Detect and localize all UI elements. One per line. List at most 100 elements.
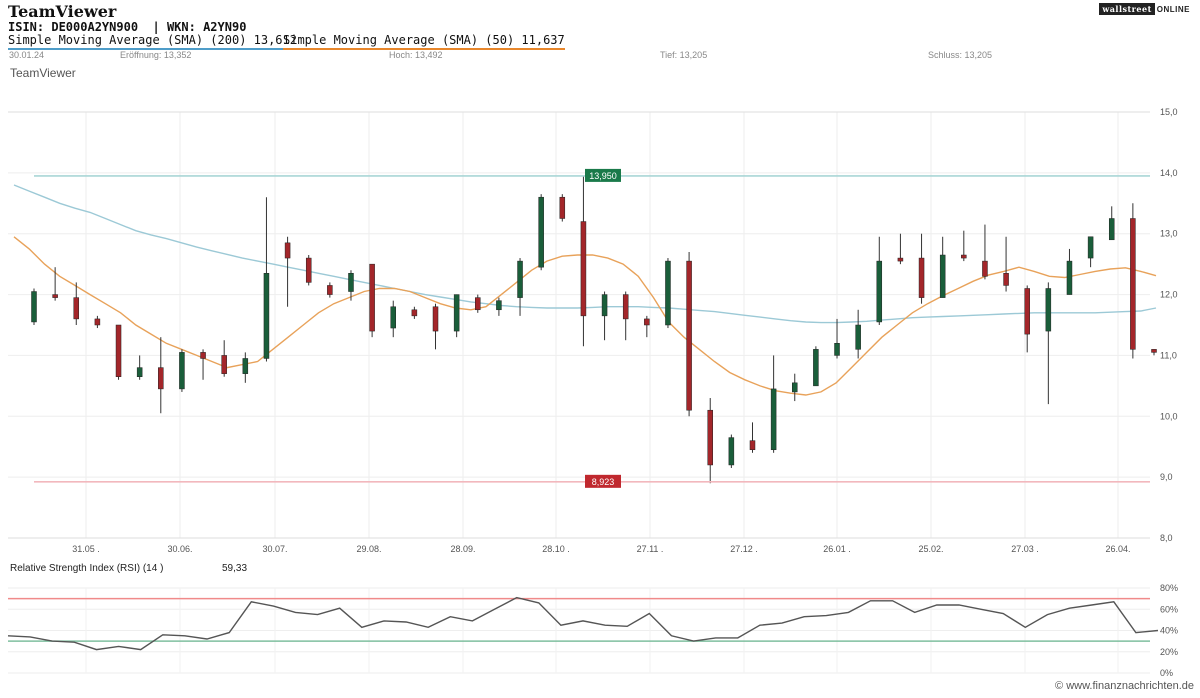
candle-body [559,196,566,219]
y-tick-label: 11,0 [1160,350,1177,360]
x-tick-label: 26.04. [1105,544,1130,554]
candle-body [1087,236,1094,259]
candle-body [31,291,37,323]
low-level-label: 8,923 [592,477,615,487]
candle-body [939,254,946,298]
candle-body [284,242,291,259]
candle-body [136,367,143,377]
y-tick-label: 14,0 [1160,168,1178,178]
candle-body [897,257,904,262]
candle-body [686,260,692,411]
candle-body [749,440,756,451]
candle-body [432,306,439,332]
x-tick-label: 29.08. [356,544,381,554]
ohlc-high: Hoch: 13,492 [389,50,443,60]
candle-body [770,388,777,451]
candle-body [200,352,206,359]
candle-body [601,294,608,317]
candle-body [453,294,460,332]
isin-wkn-line: ISIN: DE000A2YN900 | WKN: A2YN90 [8,20,247,34]
x-tick-label: 30.06. [167,544,192,554]
ohlc-close: Schluss: 13,205 [928,50,993,60]
candle-body [158,367,164,390]
x-tick-label: 30.07. [262,544,287,554]
sma200-legend: Simple Moving Average (SMA) (200) 13,612 [8,33,297,50]
candle-body [580,221,587,317]
x-tick-label: 27.11 . [637,544,664,554]
candle-body [1024,288,1030,335]
candle-body [52,294,58,298]
y-tick-label: 8,0 [1160,533,1173,543]
high-level-label-bg [585,168,621,182]
rsi-y-tick-label: 80% [1160,583,1178,593]
rsi-y-tick-label: 60% [1160,604,1178,614]
page-title: TeamViewer [8,2,117,21]
candle-body [876,260,883,323]
x-tick-label: 28.10 . [542,544,570,554]
candle-body [728,437,735,466]
low-level-label-bg [585,474,621,488]
candle-body [982,260,988,277]
rsi-y-tick-label: 40% [1160,626,1178,636]
candle-body [665,260,671,326]
rsi-label: Relative Strength Index (RSI) (14 ) [10,563,164,574]
candle-body [517,260,523,298]
x-tick-label: 27.12 . [730,544,758,554]
rsi-value: 59,33 [222,563,248,574]
rsi-line [7,596,1159,651]
candle-body [1045,288,1052,332]
candle-body [538,196,544,268]
candle-body [1151,349,1157,353]
y-tick-label: 12,0 [1160,290,1178,300]
candle-body [179,352,185,390]
watermark: © www.finanznachrichten.de [1055,680,1194,692]
y-tick-label: 13,0 [1160,229,1178,239]
candle-body [94,318,101,326]
candle-body [327,285,333,295]
candle-body [411,309,418,317]
y-tick-label: 10,0 [1160,411,1178,421]
x-tick-label: 25.02. [918,544,943,554]
x-tick-label: 26.01 . [823,544,851,554]
x-tick-label: 27.03 . [1011,544,1039,554]
high-level-label: 13,950 [589,171,617,181]
candle-body [369,263,375,332]
level-lines-group: 13,950 8,923 [34,168,1150,488]
candle-body [115,324,122,377]
x-tick-label: 31.05 . [72,544,100,554]
ohlc-date: 30.01.24 [9,50,45,60]
candle-body [305,257,312,283]
axes-group: 8,0 9,0 10,0 11,0 12,0 13,0 14,0 15,0 31.05 . 30.… [72,107,1177,554]
candle-body [961,254,967,259]
candle-body [834,343,840,356]
candle-body [242,358,249,374]
rsi-panel: 0% 20% 40% 60% 80% [7,583,1178,678]
candle-body [263,273,270,359]
ohlc-low: Tief: 13,205 [660,50,708,60]
candle-body [475,297,481,311]
candle-body [348,273,354,292]
brand-logo: wallstreet ONLINE [1099,3,1190,15]
y-tick-label: 9,0 [1160,472,1173,482]
candle-body [1108,218,1115,241]
candle-body [813,349,819,387]
candle-body [855,324,861,350]
candle-body [707,409,713,466]
chart-grid [8,111,1150,539]
rsi-y-tick-label: 20% [1160,647,1178,657]
candle-body [496,300,502,311]
y-tick-label: 15,0 [1160,107,1178,117]
candle-body [622,294,629,320]
candle-body [1066,260,1073,295]
brand-logo-part1: wallstreet [1099,3,1155,15]
candle-body [221,355,227,374]
candles-group [31,175,1157,484]
sma50-legend: Simple Moving Average (SMA) (50) 11,637 [283,33,565,50]
brand-logo-part2: ONLINE [1156,5,1190,14]
candle-body [918,257,925,298]
candle-body [1130,218,1136,350]
candle-body [792,382,798,393]
chart-subtitle: TeamViewer [10,66,76,80]
candle-body [1003,273,1009,286]
